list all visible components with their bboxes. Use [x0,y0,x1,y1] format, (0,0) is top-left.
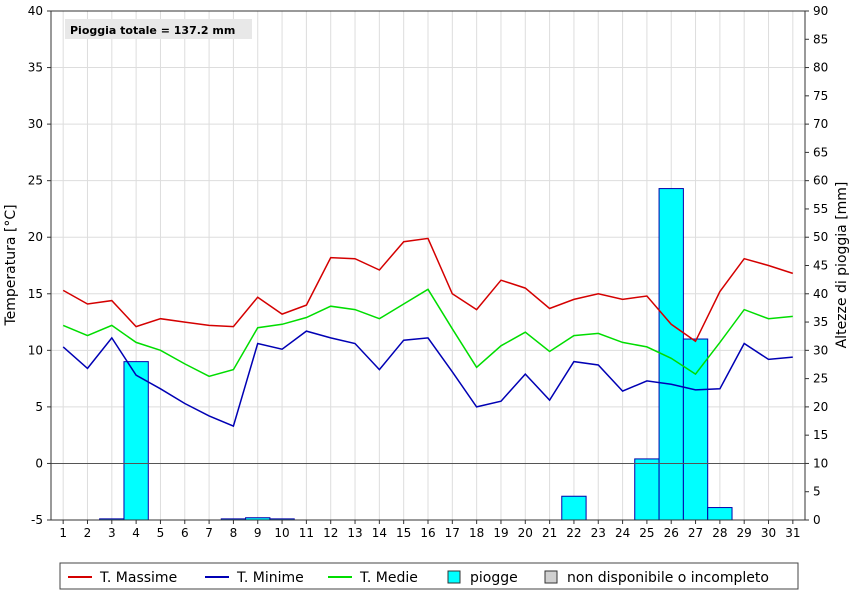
legend-label: T. Minime [236,570,304,586]
left-axis-ticks: -5 0 5 10 15 20 25 30 35 40 [28,4,51,527]
right-axis-label: Altezze di pioggia [mm] [834,182,850,349]
x-tick-label: 18 [469,526,484,540]
legend-label: T. Massime [99,570,177,586]
legend-swatch-box [544,570,558,584]
rain-bar [634,458,660,521]
right-tick-label: 55 [813,202,828,216]
x-tick-label: 24 [615,526,630,540]
x-tick-label: 31 [785,526,800,540]
x-tick-label: 27 [688,526,703,540]
x-tick-label: 4 [132,526,140,540]
legend: T. Massime T. Minime T. Medie piogge non dis… [59,562,799,590]
x-tick-label: 8 [230,526,238,540]
x-tick-label: 9 [254,526,262,540]
right-tick-label: 90 [813,4,828,18]
legend-label: piogge [470,570,518,586]
series-line [62,237,794,343]
rain-bars [99,188,733,521]
x-tick-label: 15 [396,526,411,540]
series-lines [62,237,794,428]
left-tick-label: 35 [28,61,43,75]
right-tick-label: 30 [813,343,828,357]
x-tick-label: 3 [108,526,116,540]
rain-bar [561,495,587,521]
x-tick-label: 22 [566,526,581,540]
right-tick-label: 40 [813,287,828,301]
right-tick-label: 65 [813,145,828,159]
right-tick-label: 35 [813,315,828,329]
x-tick-label: 30 [761,526,776,540]
x-tick-label: 17 [445,526,460,540]
x-tick-label: 13 [347,526,362,540]
right-tick-label: 15 [813,428,828,442]
right-tick-label: 50 [813,230,828,244]
left-tick-label: 15 [28,287,43,301]
x-tick-label: 1 [59,526,67,540]
right-tick-label: 5 [813,485,821,499]
right-tick-label: 45 [813,259,828,273]
right-tick-label: 0 [813,513,821,527]
left-tick-label: 30 [28,117,43,131]
x-tick-label: 28 [712,526,727,540]
right-axis-ticks: 0 5 10 15 20 25 30 35 40 45 50 55 60 65 70 75 80 85 90 [805,4,828,527]
legend-swatch-box [447,570,461,584]
x-tick-label: 7 [205,526,213,540]
annotation-box [65,19,252,39]
annotation-text: Pioggia totale = 137.2 mm [70,24,235,37]
legend-frame [59,562,799,590]
left-tick-label: 0 [35,456,43,470]
left-tick-label: 5 [35,400,43,414]
right-tick-label: 10 [813,456,828,470]
right-tick-label: 70 [813,117,828,131]
left-axis-label: Temperatura [°C] [3,204,19,326]
x-tick-label: 19 [493,526,508,540]
series-line [62,330,793,428]
legend-items: T. Massime T. Minime T. Medie piogge non dis… [68,570,769,586]
right-tick-label: 75 [813,89,828,103]
x-tick-label: 29 [737,526,752,540]
legend-label: non disponibile o incompleto [567,570,769,586]
right-tick-label: 60 [813,174,828,188]
x-tick-label: 23 [591,526,606,540]
x-tick-label: 26 [664,526,679,540]
right-tick-label: 85 [813,32,828,46]
right-tick-label: 80 [813,61,828,75]
x-tick-label: 5 [157,526,165,540]
rain-bar [123,361,149,521]
x-tick-label: 20 [518,526,533,540]
x-tick-label: 6 [181,526,189,540]
x-tick-label: 21 [542,526,557,540]
x-tick-label: 14 [372,526,387,540]
left-tick-label: 20 [28,230,43,244]
left-tick-label: 10 [28,343,43,357]
x-tick-label: 25 [639,526,654,540]
rain-bar [682,338,709,521]
rain-bar [707,507,733,521]
x-tick-label: 2 [84,526,92,540]
x-tick-label: 12 [323,526,338,540]
series-line [62,288,793,378]
x-tick-label: 11 [299,526,314,540]
left-tick-label: 25 [28,174,43,188]
right-tick-label: 20 [813,400,828,414]
x-tick-label: 10 [274,526,289,540]
right-tick-label: 25 [813,372,828,386]
left-tick-label: -5 [31,513,43,527]
left-tick-label: 40 [28,4,43,18]
x-tick-label: 16 [420,526,435,540]
x-axis-ticks: 1 2 3 4 5 6 7 8 9 10 11 12 13 14 15 16 17 18 19 20 21 22 23 24 2… [59,520,800,540]
legend-label: T. Medie [359,570,418,586]
